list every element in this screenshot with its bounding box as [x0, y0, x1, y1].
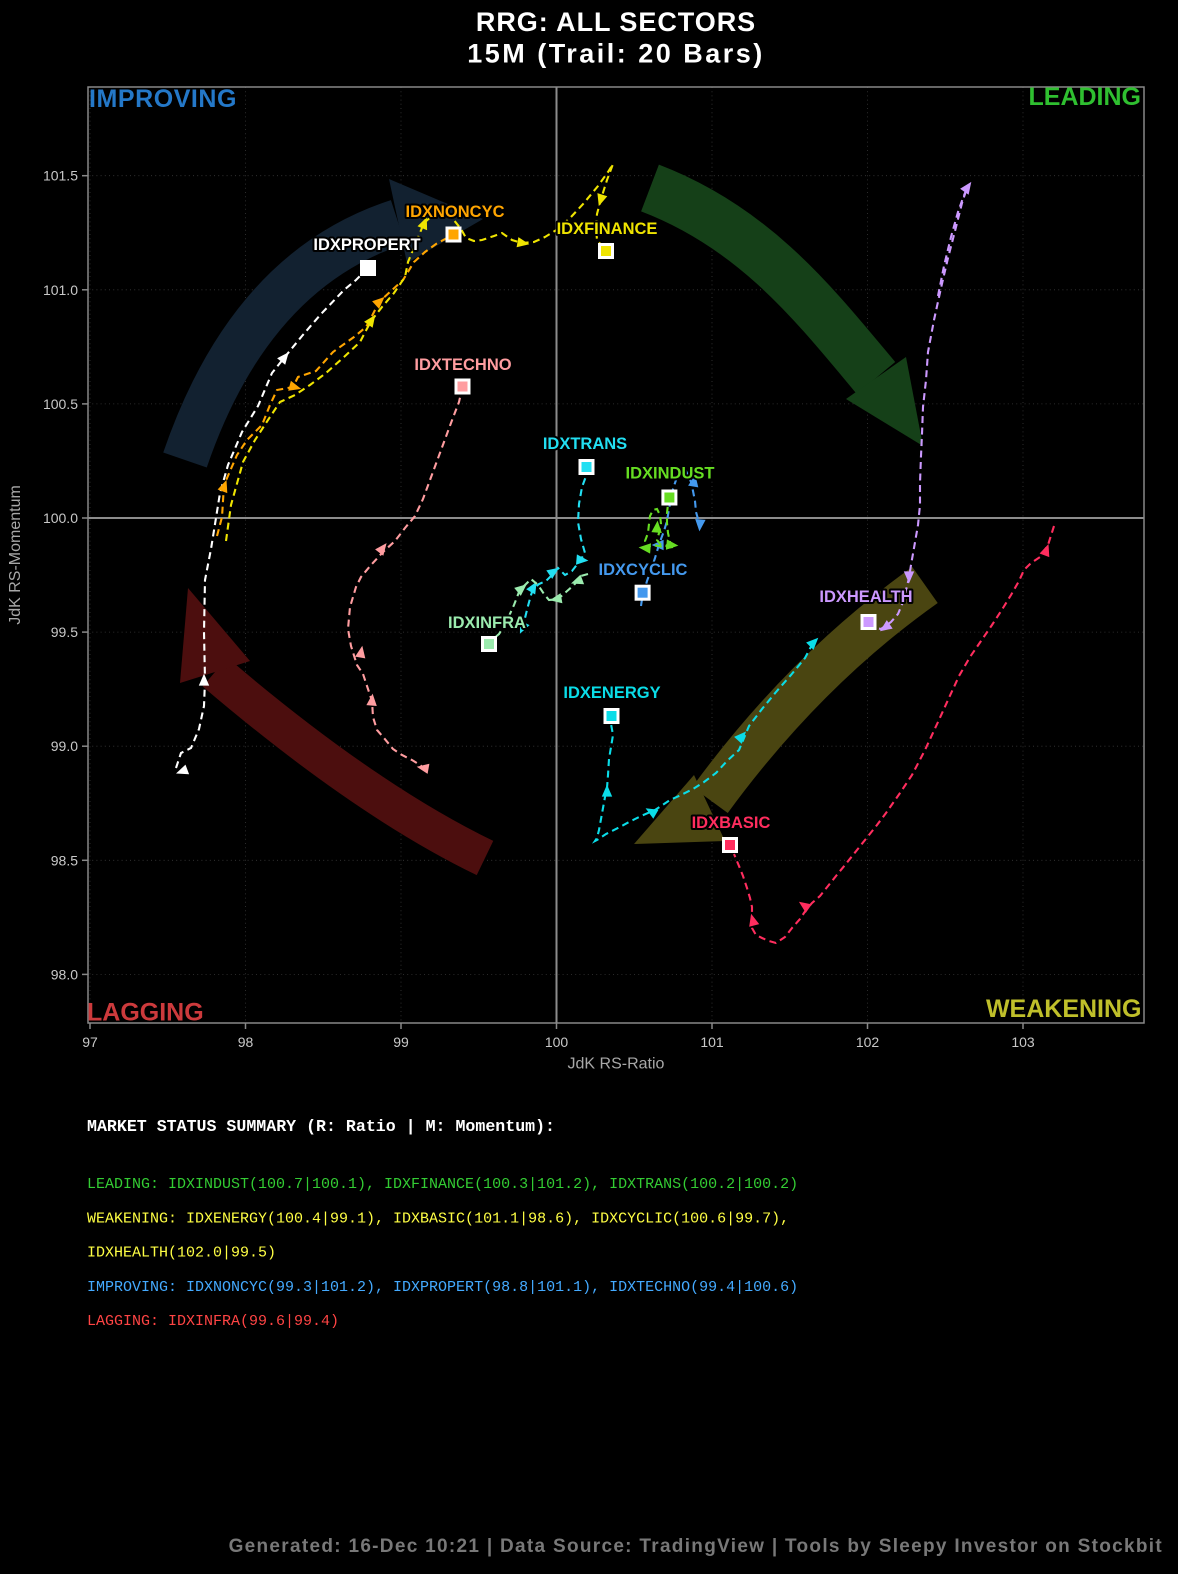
svg-text:15M (Trail: 20 Bars): 15M (Trail: 20 Bars) [467, 39, 765, 69]
svg-text:IDXHEALTH(102.0|99.5): IDXHEALTH(102.0|99.5) [87, 1245, 276, 1262]
svg-text:98.0: 98.0 [51, 966, 78, 982]
svg-text:IDXINDUST: IDXINDUST [626, 465, 715, 483]
svg-text:100.0: 100.0 [43, 510, 78, 526]
svg-text:IMPROVING: IDXNONCYC(99.3|101.: IMPROVING: IDXNONCYC(99.3|101.2), IDXPRO… [87, 1279, 798, 1296]
svg-text:IDXTECHNO: IDXTECHNO [414, 356, 511, 374]
svg-text:IDXNONCYC: IDXNONCYC [405, 203, 504, 221]
svg-text:IDXFINANCE: IDXFINANCE [557, 220, 658, 238]
svg-text:IDXHEALTH: IDXHEALTH [819, 588, 912, 606]
svg-text:103: 103 [1011, 1034, 1035, 1050]
svg-text:101.5: 101.5 [43, 168, 78, 184]
svg-text:99.5: 99.5 [51, 624, 78, 640]
svg-text:WEAKENING: IDXENERGY(100.4|99.: WEAKENING: IDXENERGY(100.4|99.1), IDXBAS… [87, 1210, 789, 1227]
svg-text:MARKET STATUS SUMMARY (R: Rati: MARKET STATUS SUMMARY (R: Ratio | M: Mom… [87, 1117, 555, 1136]
svg-text:RRG: ALL SECTORS: RRG: ALL SECTORS [476, 7, 756, 37]
svg-text:100: 100 [545, 1034, 569, 1050]
svg-text:99: 99 [393, 1034, 409, 1050]
svg-text:LAGGING: IDXINFRA(99.6|99.4): LAGGING: IDXINFRA(99.6|99.4) [87, 1313, 339, 1330]
svg-text:IDXINFRA: IDXINFRA [448, 614, 526, 632]
svg-text:Generated: 16-Dec 10:21 | Data: Generated: 16-Dec 10:21 | Data Source: T… [229, 1536, 1163, 1557]
svg-text:LAGGING: LAGGING [87, 999, 204, 1027]
svg-text:IDXCYCLIC: IDXCYCLIC [599, 561, 688, 579]
svg-text:LEADING: LEADING [1029, 83, 1142, 111]
svg-text:JdK RS-Ratio: JdK RS-Ratio [568, 1056, 665, 1073]
svg-text:IDXPROPERT: IDXPROPERT [313, 236, 420, 254]
svg-text:98.5: 98.5 [51, 852, 78, 868]
svg-text:WEAKENING: WEAKENING [986, 995, 1142, 1023]
svg-text:101: 101 [700, 1034, 724, 1050]
svg-text:IDXENERGY: IDXENERGY [563, 684, 660, 702]
svg-text:IDXBASIC: IDXBASIC [692, 814, 771, 832]
svg-text:IDXTRANS: IDXTRANS [543, 435, 627, 453]
svg-text:102: 102 [856, 1034, 880, 1050]
svg-text:JdK RS-Momentum: JdK RS-Momentum [7, 485, 24, 625]
svg-text:100.5: 100.5 [43, 396, 78, 412]
svg-text:LEADING: IDXINDUST(100.7|100.1: LEADING: IDXINDUST(100.7|100.1), IDXFINA… [87, 1176, 798, 1193]
svg-text:99.0: 99.0 [51, 738, 78, 754]
svg-text:IMPROVING: IMPROVING [89, 85, 237, 113]
svg-text:98: 98 [238, 1034, 254, 1050]
svg-text:101.0: 101.0 [43, 282, 78, 298]
svg-text:97: 97 [82, 1034, 98, 1050]
